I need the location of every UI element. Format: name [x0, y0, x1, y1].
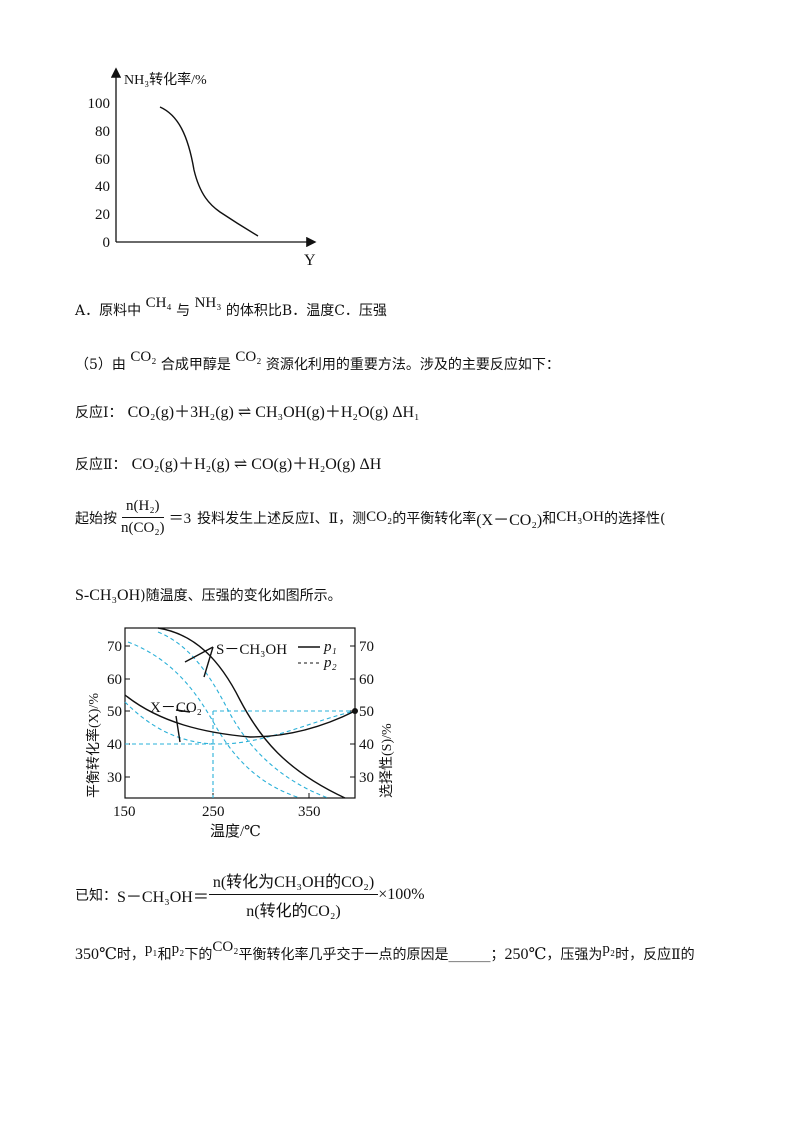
y-right-tick: 60: [359, 672, 374, 688]
known-tail: ×100%: [378, 885, 425, 903]
x-co2-p1-curve: [124, 694, 356, 738]
selectivity-numerator: n(转化为CH₃OH的CO₂): [208, 868, 379, 895]
q-xiade: 下的: [184, 947, 213, 963]
y-tick-label: 80: [95, 124, 110, 140]
q5-intro: （5）由 CO₂ 合成甲醇是 CO₂ 资源化利用的重要方法。涉及的主要反应如下：: [75, 349, 560, 374]
y-tick-label: 40: [95, 179, 110, 195]
options-line: A．原料中 CH₄ 与 NH₃ 的体积比B．温度C．压强: [75, 295, 387, 320]
ratio-numerator: n(H₂): [122, 498, 164, 518]
option-c: C．压强: [334, 303, 387, 319]
known-prefix: 已知：: [75, 887, 117, 904]
selectivity-definition: 已知： S－CH₃OH＝ n(转化为CH₃OH的CO₂) n(转化的CO₂) ×…: [75, 868, 425, 921]
x-label-leader: [175, 715, 181, 743]
feed-ratio-line: 起始按 n(H₂) n(CO₂) ＝3 投料发生上述反应Ⅰ、Ⅱ，测 CO₂ 的平…: [75, 498, 665, 537]
ch4-formula: CH₄: [145, 295, 172, 311]
y-right-tick: 30: [359, 770, 374, 786]
co2-formula: CO₂: [366, 509, 393, 525]
question-line: 350℃ 时， p₁ 和 p₂ 下的 CO₂ 平衡转化率几乎交于一点的原因是__…: [75, 939, 695, 964]
y-right-label: 选择性(S)/%: [379, 723, 395, 798]
y-left-tick: 70: [107, 639, 122, 655]
ratio-tail: 的选择性(: [603, 510, 666, 527]
co2-formula: CO₂: [235, 349, 262, 365]
temp-350: 350℃: [75, 946, 117, 963]
q-shi: 时，: [116, 947, 145, 963]
y-left-tick: 50: [107, 704, 122, 720]
option-a-yu: 与: [176, 303, 191, 319]
nh3-formula: NH₃: [194, 295, 222, 311]
co2-formula: CO₂: [212, 939, 239, 955]
h2-co2-ratio-fraction: n(H₂) n(CO₂): [117, 498, 169, 537]
ratio-start: 起始按: [75, 510, 117, 527]
y-tick-label: 20: [95, 207, 110, 223]
s-label-leader: [184, 646, 214, 663]
reaction-2-equation: CO₂(g)＋H₂(g) ⇌ CO(g)＋H₂O(g) ΔH: [131, 456, 382, 473]
intersection-point: [352, 708, 358, 714]
x-co2-label: X－CO₂: [150, 700, 202, 716]
ratio-and: 和: [542, 510, 557, 527]
x-axis-label: Y: [304, 252, 316, 269]
q5-lead: （5）由: [75, 357, 126, 373]
ch3oh-formula: CH₃OH: [556, 509, 604, 525]
y-right-tick: 70: [359, 639, 374, 655]
y-left-label: 平衡转化率(X)/%: [85, 693, 102, 798]
y-left-tick: 30: [107, 770, 122, 786]
legend-p2-label: p₂: [323, 655, 337, 671]
known-lhs: S－CH₃OH＝: [117, 888, 209, 906]
nh3-conversion-chart: NH₃转化率/% 100 80 60 40 20 0 Y: [88, 67, 317, 269]
x-label-leader: [175, 709, 191, 713]
s-ch3oh-symbol: S-CH₃OH: [75, 587, 141, 604]
s-label-leader: [203, 646, 214, 678]
y-right-tick: 40: [359, 737, 374, 753]
ratio-equals-3: ＝3: [168, 511, 192, 527]
reaction-1-label: 反应Ⅰ：: [75, 405, 123, 421]
x-tick: 350: [298, 804, 321, 820]
x-co2-p2-curve: [124, 701, 356, 745]
p2-symbol: p₂: [602, 941, 616, 957]
y-tick-label: 60: [95, 152, 110, 168]
p1-symbol: p₁: [144, 941, 158, 957]
selectivity-fraction: n(转化为CH₃OH的CO₂) n(转化的CO₂): [208, 868, 379, 921]
s-ch3oh-label: S－CH₃OH: [216, 642, 287, 658]
ratio-mid2: 的平衡转化率: [392, 510, 477, 527]
reaction-2-label: 反应Ⅱ：: [75, 457, 127, 473]
y-left-tick: 60: [107, 672, 122, 688]
ratio-denominator: n(CO₂): [121, 520, 165, 536]
q-he: 和: [157, 947, 172, 963]
x-co2-symbol: (X－CO₂): [476, 511, 543, 529]
q-mid: 平衡转化率几乎交于一点的原因是______；: [238, 947, 505, 963]
co2-formula: CO₂: [130, 349, 157, 365]
y-tick-label: 0: [103, 235, 111, 251]
option-a-suffix: 的体积比: [225, 303, 282, 319]
y-tick-label: 100: [88, 96, 111, 112]
selectivity-denominator: n(转化的CO₂): [246, 903, 341, 920]
x-tick: 150: [113, 804, 136, 820]
s-ch3oh-p1-curve: [157, 627, 346, 799]
y-left-tick: 40: [107, 737, 122, 753]
conversion-selectivity-chart: 70 60 50 40 30 70 60 50 40 30 150 250 35…: [85, 627, 395, 840]
x-axis-label: 温度/℃: [210, 823, 261, 840]
q5-tail: 资源化利用的重要方法。涉及的主要反应如下：: [265, 357, 560, 373]
selectivity-line: S-CH₃OH)随温度、压强的变化如图所示。: [75, 585, 342, 605]
selectivity-tail: )随温度、压强的变化如图所示。: [140, 588, 342, 604]
legend-p1-label: p₁: [323, 639, 337, 655]
q-mid2: ，压强为: [546, 947, 603, 963]
q-tail: 时，反应Ⅱ的: [615, 947, 695, 963]
s-ch3oh-p2-curve-upper: [157, 631, 329, 799]
option-b: B．温度: [281, 303, 335, 319]
option-a-prefix: A．原料中: [75, 303, 142, 319]
x-tick: 250: [202, 804, 225, 820]
ratio-mid: 投料发生上述反应Ⅰ、Ⅱ，测: [197, 510, 367, 527]
reaction-1: 反应Ⅰ： CO₂(g)＋3H₂(g) ⇌ CH₃OH(g)＋H₂O(g) ΔH₁: [75, 398, 420, 422]
temp-250: 250℃: [504, 946, 547, 963]
s-ch3oh-p2-curve-lower: [127, 641, 301, 799]
q5-mid: 合成甲醇是: [160, 357, 231, 373]
y-axis-label: NH₃转化率/%: [124, 71, 207, 88]
p2-symbol: p₂: [171, 941, 185, 957]
reaction-2: 反应Ⅱ： CO₂(g)＋H₂(g) ⇌ CO(g)＋H₂O(g) ΔH: [75, 450, 381, 474]
nh3-conversion-curve: [159, 106, 259, 237]
reaction-1-equation: CO₂(g)＋3H₂(g) ⇌ CH₃OH(g)＋H₂O(g) ΔH₁: [127, 404, 420, 421]
y-right-tick: 50: [359, 704, 374, 720]
